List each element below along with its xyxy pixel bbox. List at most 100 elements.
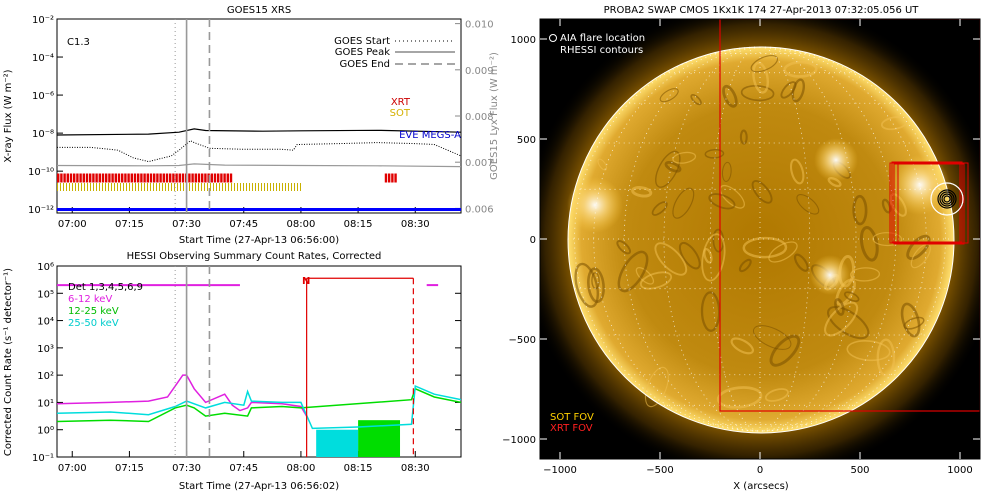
solar-loop bbox=[591, 272, 600, 290]
coverage-bar-sot bbox=[147, 183, 148, 191]
coverage-bar-sot bbox=[93, 183, 94, 191]
solar-loop bbox=[672, 151, 697, 164]
coverage-bar-sot bbox=[282, 183, 283, 191]
coverage-bar-sot bbox=[249, 183, 250, 191]
hessi-xtick-label: 08:30 bbox=[401, 463, 430, 474]
coverage-bar-xrt bbox=[140, 173, 143, 183]
coverage-bar-xrt bbox=[194, 173, 197, 183]
coverage-bar-xrt bbox=[391, 173, 394, 183]
coverage-bar-xrt bbox=[394, 173, 397, 183]
coverage-bar-xrt bbox=[121, 173, 124, 183]
coverage-bar-xrt bbox=[130, 173, 133, 183]
coverage-bar-sot bbox=[132, 183, 133, 191]
coverage-bar-sot bbox=[225, 183, 226, 191]
coverage-bar-sot bbox=[261, 183, 262, 191]
coverage-bar-sot bbox=[204, 183, 205, 191]
coverage-bar-xrt bbox=[98, 173, 101, 183]
coverage-bar-xrt bbox=[223, 173, 226, 183]
swap-y-axis: 1000 500 0 −500 −1000 bbox=[502, 35, 980, 446]
coverage-bar-sot bbox=[285, 183, 286, 191]
legend-goes-start: GOES Start bbox=[334, 36, 390, 47]
solar-loop bbox=[700, 291, 721, 332]
solar-loop bbox=[881, 198, 892, 214]
coverage-bar-sot bbox=[252, 183, 253, 191]
solar-loop bbox=[796, 194, 820, 215]
solar-loop bbox=[846, 340, 891, 362]
sot-fov-rect bbox=[891, 161, 963, 243]
rhessi-contour bbox=[941, 193, 953, 205]
coverage-bar-sot bbox=[138, 183, 139, 191]
xrt-fov-box bbox=[719, 19, 980, 412]
hessi-ylabel: Corrected Count Rate (s⁻¹ detector⁻¹) bbox=[3, 268, 14, 456]
coverage-bar-sot bbox=[258, 183, 259, 191]
solar-loop bbox=[655, 150, 681, 188]
coverage-bar-xrt bbox=[178, 173, 181, 183]
legend-goes-peak: GOES Peak bbox=[335, 47, 390, 58]
coverage-bar-sot bbox=[174, 183, 175, 191]
hessi-xtick-label: 07:30 bbox=[172, 463, 201, 474]
coverage-bar-sot bbox=[177, 183, 178, 191]
legend-25-50: 25-50 keV bbox=[68, 318, 119, 329]
coverage-bar-xrt bbox=[76, 173, 79, 183]
solar-loop bbox=[880, 116, 909, 131]
coverage-bar-sot bbox=[180, 183, 181, 191]
swap-ytick-label: 500 bbox=[517, 135, 536, 146]
goes-event-lines bbox=[174, 19, 211, 213]
swap-xtick-label: 500 bbox=[850, 465, 869, 476]
longitude-line bbox=[623, 46, 761, 432]
coverage-bar-xrt bbox=[79, 173, 82, 183]
coverage-bar-xrt bbox=[172, 173, 175, 183]
solar-loop bbox=[659, 88, 679, 103]
coverage-bar-xrt bbox=[63, 173, 66, 183]
hessi-xtick-label: 07:00 bbox=[58, 463, 87, 474]
coverage-bar-xrt bbox=[156, 173, 159, 183]
coverage-bar-xrt bbox=[92, 173, 95, 183]
coverage-bar-xrt bbox=[137, 173, 140, 183]
solar-loop bbox=[849, 267, 881, 282]
solar-loop bbox=[751, 180, 773, 204]
coverage-bar-xrt bbox=[220, 173, 223, 183]
coverage-bar-sot bbox=[255, 183, 256, 191]
hessi-series-line bbox=[57, 385, 461, 430]
solar-loop bbox=[716, 386, 763, 409]
hessi-xtick-label: 08:00 bbox=[287, 463, 316, 474]
goes-ytick-label: 10⁻⁴ bbox=[32, 53, 54, 64]
coverage-bar-xrt bbox=[57, 173, 60, 183]
heliographic-grid bbox=[568, 46, 952, 432]
instrument-labels: XRT SOT EVE MEGS-A bbox=[390, 97, 461, 141]
coverage-bar-sot bbox=[153, 183, 154, 191]
coverage-bar-sot bbox=[210, 183, 211, 191]
coverage-bar-xrt bbox=[201, 173, 204, 183]
aia-legend-symbol bbox=[549, 34, 557, 42]
coverage-bar-xrt bbox=[197, 173, 201, 183]
goes-xtick-label: 08:00 bbox=[287, 219, 316, 230]
goes-xtick-label: 07:45 bbox=[229, 219, 258, 230]
swap-x-axis: −1000 −500 0 500 1000 bbox=[543, 19, 973, 476]
coverage-bar-sot bbox=[231, 183, 232, 191]
coverage-bars bbox=[57, 173, 461, 211]
hessi-event-lines bbox=[174, 266, 414, 457]
coverage-bar-sot bbox=[90, 183, 91, 191]
solar-loop bbox=[664, 160, 682, 173]
coverage-bar-xrt bbox=[175, 173, 178, 183]
rhessi-legend-symbol bbox=[548, 45, 558, 55]
coverage-bar-xrt bbox=[89, 173, 92, 183]
goes-ylabel: X-ray Flux (W m⁻²) bbox=[3, 69, 14, 162]
rhessi-contour bbox=[939, 191, 955, 207]
solar-loop bbox=[783, 60, 818, 78]
solar-loop bbox=[903, 316, 925, 330]
hessi-ytick-label: 10⁵ bbox=[37, 289, 54, 300]
coverage-bar-xrt bbox=[146, 173, 149, 183]
hessi-ytick-label: 10⁴ bbox=[37, 317, 54, 328]
hessi-plot-frame bbox=[56, 265, 462, 458]
goes-series-line bbox=[57, 128, 461, 136]
coverage-bar-xrt bbox=[181, 173, 185, 183]
goes-y-axis: 10⁻² 10⁻⁴ 10⁻⁶ 10⁻⁸ 10⁻¹⁰ 10⁻¹² bbox=[28, 15, 63, 216]
solar-loop bbox=[739, 129, 748, 145]
swap-xtick-label: 1000 bbox=[947, 465, 972, 476]
swap-title: PROBA2 SWAP CMOS 1Kx1K 174 27-Apr-2013 0… bbox=[604, 5, 920, 16]
solar-loop bbox=[678, 241, 701, 270]
coverage-bar-sot bbox=[96, 183, 97, 191]
hessi-panel: HESSI Observing Summary Count Rates, Cor… bbox=[3, 251, 462, 492]
goes-ytick-label: 10⁻¹² bbox=[28, 205, 54, 216]
